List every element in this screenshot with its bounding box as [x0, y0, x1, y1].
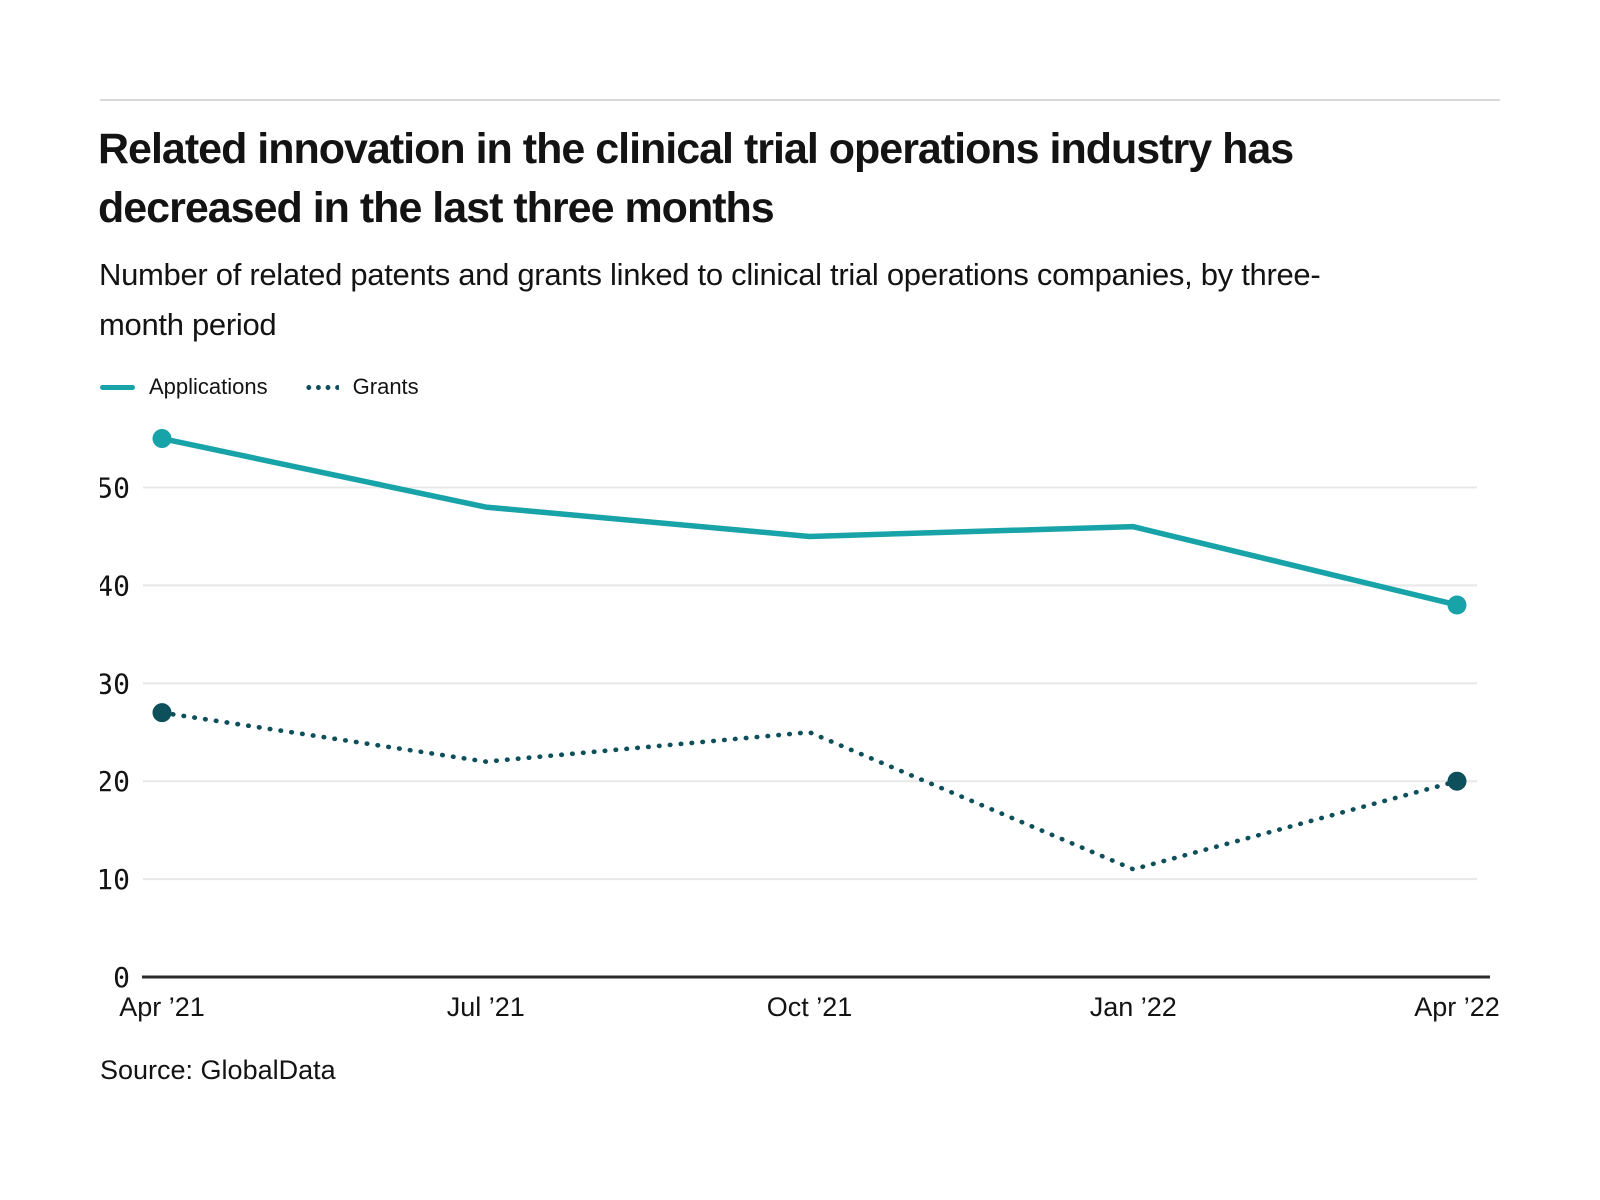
applications-series-line: [159, 435, 1460, 608]
legend-label-applications: Applications: [149, 374, 268, 399]
applications-line-swatch: [100, 384, 135, 390]
grants-series-line: [159, 710, 1460, 872]
applications-endpoint-marker: [1447, 595, 1467, 615]
y-tick-label: 50: [100, 472, 130, 505]
y-tick-label: 30: [100, 667, 130, 700]
grants-endpoint-marker: [152, 703, 172, 723]
legend-label-grants: Grants: [352, 374, 419, 399]
source-attribution: Source: GlobalData: [100, 1055, 336, 1085]
legend: Applications Grants: [100, 374, 419, 400]
grants-endpoint-marker: [1447, 771, 1467, 791]
x-tick-label: Oct ’21: [767, 992, 853, 1022]
grants-dotted-swatch: [303, 384, 339, 390]
x-tick-label: Jan ’22: [1090, 992, 1177, 1022]
x-tick-label: Jul ’21: [447, 992, 525, 1022]
top-divider: [100, 99, 1500, 101]
page-title: Related innovation in the clinical trial…: [98, 125, 1294, 233]
x-tick-label: Apr ’21: [119, 992, 205, 1022]
y-tick-label: 20: [100, 765, 130, 798]
legend-item-applications: Applications: [100, 374, 268, 400]
y-tick-label: 10: [100, 863, 130, 896]
y-tick-label: 40: [100, 569, 130, 602]
legend-item-grants: Grants: [303, 374, 419, 400]
x-tick-label: Apr ’22: [1414, 992, 1500, 1022]
applications-endpoint-marker: [152, 429, 172, 449]
chart-subtitle: Number of related patents and grants lin…: [99, 257, 1321, 342]
chart-canvas: 0 10 20 30 40 50 Apr ’21 Jul ’21 Oct ’21 Jan ’22 A…: [100, 429, 1500, 1022]
y-tick-label: 0: [113, 961, 130, 994]
